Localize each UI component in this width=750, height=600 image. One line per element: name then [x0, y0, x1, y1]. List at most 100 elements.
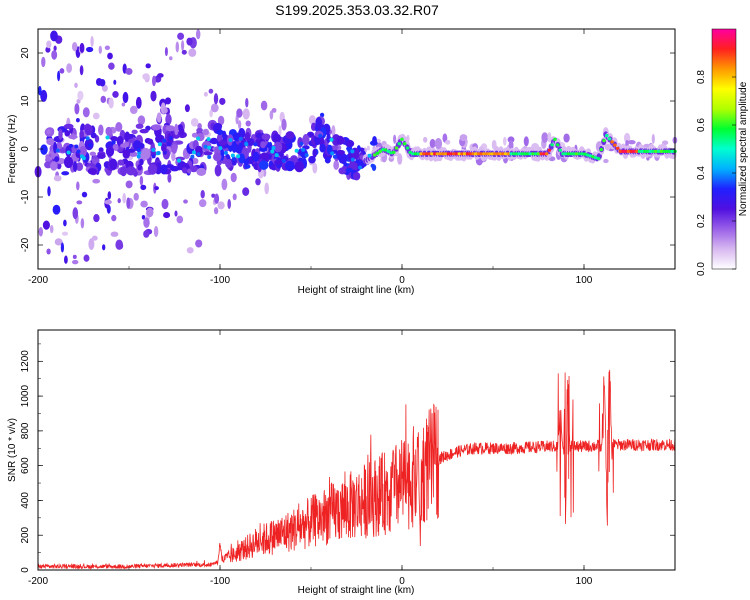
- spectrogram-band-cell: [97, 153, 106, 159]
- spectrogram-ridge-cell: [501, 152, 505, 156]
- spectrogram-noise-cell: [603, 158, 609, 164]
- spectrogram-noise-cell: [112, 90, 119, 98]
- spectrogram-noise-cell: [117, 198, 121, 204]
- spectrogram-noise-cell: [333, 160, 340, 170]
- spectrogram-band-cell: [319, 112, 325, 118]
- snr-x-ticks: -200 -100 0 100: [28, 330, 676, 587]
- spectrogram-noise-cell: [278, 125, 282, 136]
- spectrogram-ridge-cell: [566, 152, 571, 156]
- spectrogram-noise-cell: [203, 91, 208, 97]
- spectrogram-band-cell: [285, 160, 295, 172]
- spectrogram-noise-cell: [175, 41, 180, 53]
- spectrogram-bright-cell: [207, 155, 212, 159]
- spectrogram-noise-cell: [190, 117, 199, 127]
- spectrogram-band-cell: [345, 167, 354, 173]
- spectrogram-noise-cell: [90, 36, 94, 47]
- spectrogram-band-cell: [244, 131, 251, 141]
- spectrogram-noise-cell: [209, 109, 213, 118]
- spectrogram-bright-cell: [367, 153, 372, 158]
- spectrogram-noise-cell: [81, 191, 88, 198]
- spectrogram-bright-cell: [230, 153, 235, 158]
- spectrogram-noise-cell: [40, 144, 48, 155]
- spectrogram-noise-cell: [51, 50, 58, 60]
- spectrogram-noise-cell: [61, 231, 69, 236]
- spectrogram-bright-cell: [253, 142, 258, 147]
- spectrogram-ridge-cell: [643, 149, 647, 153]
- spectrogram-ridge-cell: [596, 157, 601, 161]
- snr-y-tick-label: 400: [20, 492, 31, 509]
- colorbar-tick-label: 0.2: [696, 214, 707, 228]
- spectrogram-noise-cell: [91, 235, 98, 241]
- spectrogram-bright-cell: [228, 138, 233, 142]
- spectrogram-noise-cell: [152, 75, 156, 87]
- spectrogram-ridge-cell: [389, 151, 393, 155]
- spectrogram-ridge-cell: [490, 152, 494, 156]
- spectrogram-ridge-cell: [550, 143, 554, 147]
- spectrogram-ridge-cell: [375, 151, 380, 155]
- spectrogram-noise-cell: [88, 238, 95, 250]
- spectrogram-noise-cell: [211, 193, 216, 198]
- spectrogram-noise-cell: [434, 138, 443, 150]
- spectrogram-bright-cell: [304, 153, 309, 158]
- spectrogram-noise-cell: [563, 133, 570, 143]
- spectrogram-noise-cell: [131, 129, 138, 135]
- spectrogram-noise-cell: [142, 73, 150, 80]
- spectrogram-noise-cell: [177, 32, 185, 40]
- spectrogram-y-axis-label: Frequency (Hz): [7, 115, 18, 184]
- spectrogram-ridge-cell: [484, 152, 489, 156]
- spectrogram-x-tick-label: -100: [210, 275, 230, 286]
- spectrogram-ridge-cell: [405, 146, 410, 150]
- spectrogram-noise-cell: [82, 107, 90, 118]
- spectrogram-ridge-cell: [468, 152, 473, 156]
- spectrogram-bright-cell: [206, 137, 211, 142]
- spectrogram-noise-cell: [85, 46, 94, 53]
- spectrogram-noise-cell: [217, 201, 225, 210]
- snr-y-tick-label: 1000: [20, 385, 31, 408]
- spectrogram-noise-cell: [61, 171, 70, 176]
- spectrogram-ridge-cell: [463, 152, 467, 156]
- spectrogram-noise-cell: [101, 84, 108, 92]
- spectrogram-ridge-cell: [471, 152, 475, 156]
- spectrogram-ridge-cell: [422, 152, 426, 156]
- spectrogram-bright-cell: [156, 151, 161, 155]
- spectrogram-ridge-cell: [392, 150, 396, 154]
- spectrogram-noise-cell: [186, 247, 194, 254]
- spectrogram-ridge-cell: [452, 152, 456, 156]
- spectrogram-noise-cell: [153, 226, 159, 238]
- spectrogram-ridge-cell: [624, 149, 628, 153]
- spectrogram-band-cell: [336, 135, 345, 146]
- spectrogram-ridge-cell: [561, 152, 565, 156]
- spectrogram-ridge-cell: [662, 149, 666, 153]
- spectrogram-noise-cell: [76, 200, 83, 205]
- spectrogram-band-cell: [139, 128, 149, 134]
- spectrogram-ridge-cell: [640, 149, 644, 153]
- spectrogram-noise-cell: [107, 191, 112, 200]
- spectrogram-noise-cell: [281, 118, 287, 131]
- snr-y-tick-label: 800: [20, 422, 31, 439]
- spectrogram-bright-cell: [329, 137, 334, 142]
- spectrogram-ridge-cell: [547, 148, 552, 152]
- spectrogram-ridge-cell: [457, 152, 462, 156]
- spectrogram-bright-cell: [301, 147, 306, 152]
- spectrogram-ridge-cell: [615, 146, 620, 150]
- spectrogram-noise-cell: [79, 42, 85, 53]
- spectrogram-bright-cell: [270, 149, 275, 154]
- spectrogram-ridge-cell: [498, 152, 503, 156]
- spectrogram-ridge-cell: [400, 137, 404, 141]
- spectrogram-ridge-cell: [416, 152, 421, 156]
- spectrogram-ridge-cell: [523, 152, 527, 156]
- spectrogram-ridge-cell: [413, 152, 418, 156]
- spectrogram-noise-cell: [42, 220, 50, 230]
- snr-y-tick-label: 0: [20, 567, 31, 573]
- spectrogram-noise-cell: [393, 134, 397, 144]
- colorbar-gradient: [712, 29, 736, 269]
- spectrogram-noise-cell: [459, 134, 468, 142]
- spectrogram-ridge-cell: [610, 140, 614, 144]
- spectrogram-bright-cell: [162, 138, 167, 143]
- spectrogram-ridge-cell: [503, 152, 508, 156]
- spectrogram-ridge-cell: [512, 152, 516, 156]
- spectrogram-band-cell: [259, 153, 269, 159]
- spectrogram-noise-cell: [38, 85, 42, 96]
- spectrogram-band-cell: [209, 137, 219, 145]
